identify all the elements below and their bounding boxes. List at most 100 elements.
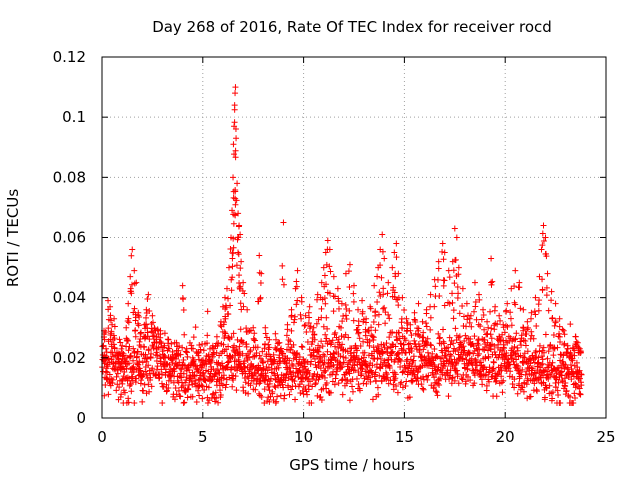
data-point — [291, 313, 298, 320]
data-point — [180, 399, 187, 406]
data-point — [523, 381, 530, 388]
data-point — [331, 381, 338, 388]
data-point — [342, 302, 349, 309]
data-point — [324, 325, 331, 332]
data-point — [543, 292, 550, 299]
data-point — [272, 344, 279, 351]
data-point — [346, 261, 353, 268]
data-point — [392, 343, 399, 350]
data-point — [545, 375, 552, 382]
data-point — [564, 345, 571, 352]
data-point — [261, 345, 268, 352]
data-point — [538, 353, 545, 360]
data-point — [346, 307, 353, 314]
data-point — [535, 354, 542, 361]
data-point — [500, 337, 507, 344]
data-point — [487, 308, 494, 315]
data-point — [208, 377, 215, 384]
data-point — [537, 364, 544, 371]
data-point — [279, 262, 286, 269]
data-point — [137, 329, 144, 336]
data-point — [119, 376, 126, 383]
data-point — [139, 398, 146, 405]
data-point — [559, 326, 566, 333]
data-point — [375, 345, 382, 352]
data-point — [556, 330, 563, 337]
data-point — [471, 333, 478, 340]
data-point — [298, 360, 305, 367]
data-point — [250, 344, 257, 351]
data-point — [337, 324, 344, 331]
data-point — [540, 344, 547, 351]
data-point — [511, 376, 518, 383]
data-point — [567, 321, 574, 328]
data-point — [323, 281, 330, 288]
data-point — [225, 311, 232, 318]
data-point — [389, 348, 396, 355]
data-point — [561, 341, 568, 348]
data-point — [204, 308, 211, 315]
data-point — [281, 392, 288, 399]
data-point — [455, 264, 462, 271]
data-point — [288, 306, 295, 313]
data-point — [306, 303, 313, 310]
data-point — [556, 315, 563, 322]
data-point — [415, 300, 422, 307]
data-point — [296, 353, 303, 360]
data-point — [305, 319, 312, 326]
data-point — [552, 319, 559, 326]
data-point — [185, 386, 192, 393]
data-point — [411, 316, 418, 323]
data-point — [540, 222, 547, 229]
data-point — [179, 282, 186, 289]
data-point — [253, 381, 260, 388]
data-point — [241, 363, 248, 370]
data-point — [322, 368, 329, 375]
data-point — [560, 327, 567, 334]
data-point — [576, 367, 583, 374]
data-point — [532, 355, 539, 362]
data-point — [140, 387, 147, 394]
data-point — [293, 365, 300, 372]
data-point — [536, 342, 543, 349]
data-point — [288, 373, 295, 380]
data-point — [157, 331, 164, 338]
data-point — [173, 350, 180, 357]
data-point — [111, 315, 118, 322]
data-point — [403, 315, 410, 322]
data-point — [133, 279, 140, 286]
data-point — [320, 361, 327, 368]
x-tick-label: 20 — [496, 428, 515, 446]
data-point — [370, 344, 377, 351]
data-point — [386, 334, 393, 341]
data-point — [344, 377, 351, 384]
data-point — [398, 379, 405, 386]
data-point — [143, 358, 150, 365]
data-point — [229, 263, 236, 270]
data-point — [136, 358, 143, 365]
data-point — [466, 349, 473, 356]
data-point — [130, 345, 137, 352]
data-point — [533, 370, 540, 377]
data-point — [189, 381, 196, 388]
data-point — [276, 352, 283, 359]
data-point — [225, 295, 232, 302]
data-point — [323, 314, 330, 321]
data-point — [298, 315, 305, 322]
data-point — [576, 385, 583, 392]
data-point — [128, 380, 135, 387]
data-point — [512, 267, 519, 274]
data-point — [358, 365, 365, 372]
data-point — [195, 352, 202, 359]
data-point — [288, 386, 295, 393]
data-point — [558, 368, 565, 375]
data-point — [217, 387, 224, 394]
data-point — [492, 320, 499, 327]
data-point — [398, 340, 405, 347]
data-point — [212, 370, 219, 377]
data-point — [546, 382, 553, 389]
data-point — [423, 339, 430, 346]
data-point — [439, 248, 446, 255]
data-point — [146, 336, 153, 343]
data-point — [189, 393, 196, 400]
